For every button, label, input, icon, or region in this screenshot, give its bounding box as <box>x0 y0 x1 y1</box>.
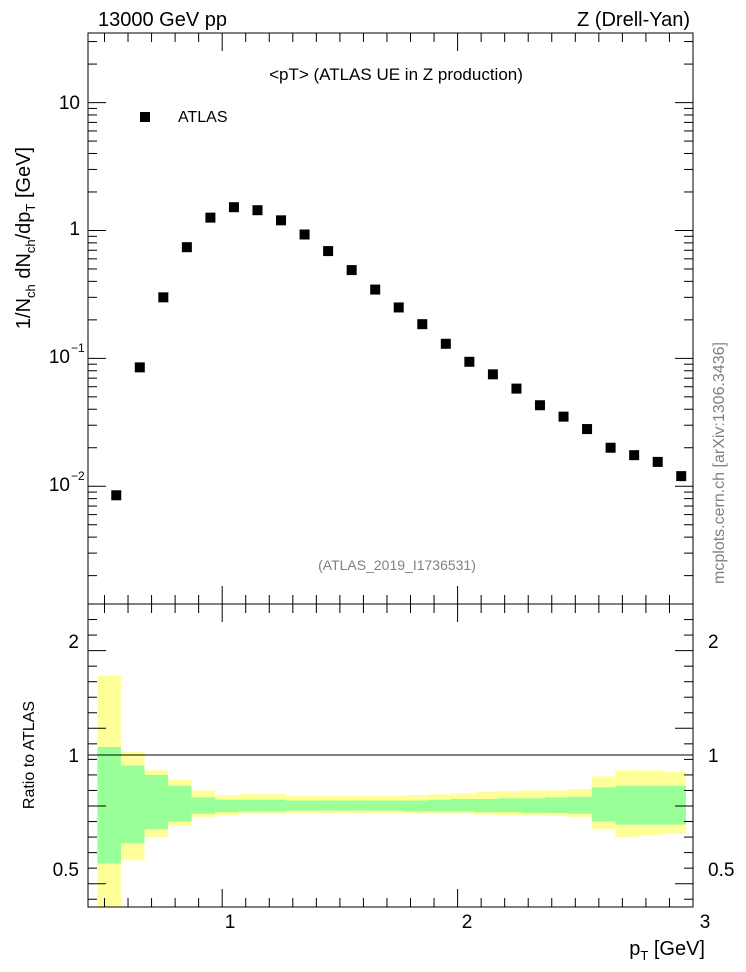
ratio-band-inner <box>379 800 404 811</box>
xtick-label-2: 2 <box>462 912 473 933</box>
ratio-ytick-label-2-right: 2 <box>708 632 719 653</box>
data-point <box>534 400 545 411</box>
ytick-label-1: 1 <box>69 219 80 240</box>
ratio-ytick-label-1: 1 <box>68 746 79 767</box>
ratio-band-inner <box>544 797 569 813</box>
ratio-ytick-label-1-right: 1 <box>708 746 719 767</box>
ratio-band-inner <box>309 800 333 811</box>
ratio-band-inner <box>662 785 686 825</box>
ratio-y-axis-label: Ratio to ATLAS <box>21 701 38 809</box>
data-point <box>299 229 310 240</box>
data-point <box>464 356 475 367</box>
ratio-band-inner <box>638 785 663 825</box>
analysis-watermark: (ATLAS_2019_I1736531) <box>318 557 476 573</box>
data-points <box>111 202 687 501</box>
ratio-bands <box>97 675 686 907</box>
ratio-band-inner <box>215 799 239 813</box>
main-y-axis-label: 1/Nch dNch/dpT [GeV] <box>13 147 38 329</box>
xtick-label-1: 1 <box>225 912 236 933</box>
data-point <box>111 490 122 501</box>
data-point <box>134 362 145 373</box>
main-axis-ticks <box>88 33 694 604</box>
legend-label: ATLAS <box>178 109 228 126</box>
data-point <box>629 450 640 461</box>
ratio-band-inner <box>474 799 498 813</box>
data-point <box>276 215 287 226</box>
data-point <box>252 205 263 216</box>
ratio-band-inner <box>591 787 616 822</box>
plot-title: <pT> (ATLAS UE in Z production) <box>269 65 523 84</box>
ratio-band-inner <box>403 800 427 812</box>
ratio-band-inner <box>285 800 310 811</box>
ratio-band-inner <box>168 785 192 822</box>
data-point <box>370 284 381 295</box>
ratio-band-inner <box>426 799 451 812</box>
data-point <box>676 471 687 482</box>
ratio-band-inner <box>262 799 286 812</box>
main-panel: <pT> (ATLAS UE in Z production) ATLAS (A… <box>13 32 694 605</box>
mcplots-side-label: mcplots.cern.ch [arXiv:1306.3436] <box>711 342 728 584</box>
ytick-label-0.1-exp: −1 <box>71 341 85 355</box>
ratio-band-inner <box>97 746 121 864</box>
xtick-label-3: 3 <box>700 912 711 933</box>
data-point <box>652 456 663 467</box>
ytick-label-10: 10 <box>59 93 80 114</box>
data-point <box>440 338 451 349</box>
ratio-band-inner <box>120 765 145 844</box>
ytick-label-0.01: 10 <box>49 475 70 496</box>
ratio-band-inner <box>568 796 592 814</box>
ytick-label-0.01-exp: −2 <box>71 469 85 483</box>
ratio-band-inner <box>521 798 545 813</box>
header-process: Z (Drell-Yan) <box>577 9 690 31</box>
header-energy: 13000 GeV pp <box>98 9 227 31</box>
ratio-band-inner <box>615 785 639 825</box>
ratio-band-inner <box>497 798 522 813</box>
data-point <box>487 369 498 380</box>
data-point <box>393 302 404 313</box>
ratio-band-inner <box>450 799 475 812</box>
legend-marker <box>140 112 150 122</box>
ytick-label-0.1: 10 <box>49 347 70 368</box>
data-point <box>511 383 522 394</box>
ratio-band-inner <box>238 799 263 812</box>
ratio-ytick-label-2: 2 <box>68 632 79 653</box>
x-axis-label: pT [GeV] <box>629 938 705 963</box>
ratio-axis-ticks <box>88 604 694 907</box>
ratio-band-inner <box>356 800 380 811</box>
ratio-ytick-label-0.5-right: 0.5 <box>708 860 734 881</box>
data-point <box>158 292 169 303</box>
ratio-band-inner <box>144 774 169 830</box>
ratio-panel: 2 1 0.5 2 1 0.5 Ratio to ATLAS <box>21 603 734 908</box>
data-point <box>323 246 334 257</box>
data-point <box>228 202 239 213</box>
data-point <box>181 242 192 253</box>
data-point <box>346 265 357 276</box>
data-point <box>582 424 593 435</box>
ratio-band-inner <box>332 800 357 811</box>
ratio-frame <box>87 603 694 908</box>
data-point <box>205 212 216 223</box>
data-point <box>417 319 428 330</box>
ratio-ytick-label-0.5: 0.5 <box>53 860 79 881</box>
data-point <box>605 442 616 453</box>
ratio-band-inner <box>191 797 216 814</box>
data-point <box>558 411 569 422</box>
